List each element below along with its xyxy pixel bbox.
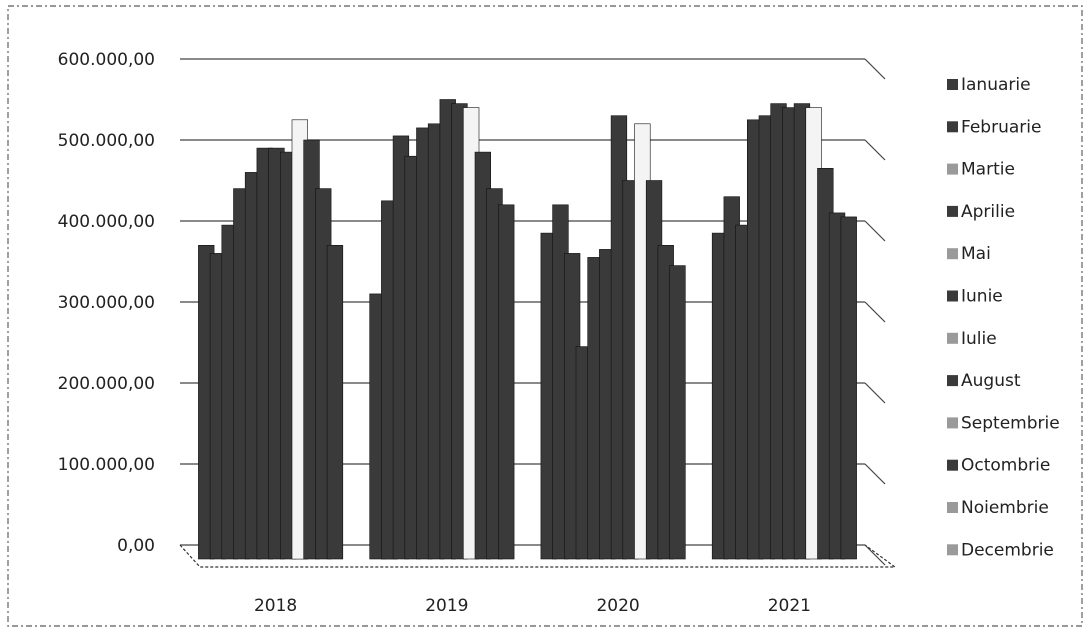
legend-swatch xyxy=(947,248,958,260)
legend-label: Septembrie xyxy=(961,413,1060,433)
chart-frame xyxy=(7,5,1083,627)
legend-swatch xyxy=(947,459,958,471)
bar-series-group: Ianuarie 2018: 370000Februarie 2018: 360… xyxy=(198,99,857,560)
legend-label: August xyxy=(961,371,1021,391)
bar: Decembrie 2021: 405000 xyxy=(840,216,857,560)
y-tick-label: 600.000,00 xyxy=(58,50,155,70)
legend-label: Iunie xyxy=(961,287,1003,307)
y-tick-label: 0,00 xyxy=(117,536,155,556)
legend-swatch xyxy=(947,544,958,556)
legend-label: Februarie xyxy=(961,117,1041,137)
y-tick-label: 400.000,00 xyxy=(58,212,155,232)
gridline-depth xyxy=(864,301,886,323)
y-tick-label: 500.000,00 xyxy=(58,131,155,151)
chart-floor xyxy=(179,544,897,568)
legend-swatch xyxy=(947,332,958,344)
legend-label: Ianuarie xyxy=(961,75,1031,95)
x-tick-label: 2021 xyxy=(768,596,811,616)
gridline-depth xyxy=(864,463,886,485)
legend-swatch xyxy=(947,375,958,387)
x-tick-label: 2018 xyxy=(254,596,297,616)
gridline-depth xyxy=(864,544,886,566)
gridline-depth xyxy=(864,220,886,242)
legend-label: Decembrie xyxy=(961,540,1054,560)
legend-swatch xyxy=(947,290,958,302)
legend-label: Aprilie xyxy=(961,202,1015,222)
legend-swatch xyxy=(947,205,958,217)
legend-swatch xyxy=(947,502,958,513)
y-tick-label: 100.000,00 xyxy=(58,455,155,475)
legend-swatch xyxy=(947,163,958,175)
legend-swatch xyxy=(947,79,958,90)
legend-label: Mai xyxy=(961,244,991,264)
bar: Decembrie 2019: 420000 xyxy=(498,204,515,560)
legend: Ianuarie Februarie Martie Aprilie Mai Iunie Iu… xyxy=(947,75,1060,560)
legend-label: Octombrie xyxy=(961,456,1050,476)
x-tick-label: 2019 xyxy=(425,596,468,616)
y-axis: 0,00 100.000,00 200.000,00 300.000,00 400.00… xyxy=(58,50,155,556)
legend-label: Noiembrie xyxy=(961,498,1049,518)
gridline-depth xyxy=(864,139,886,161)
legend-swatch xyxy=(947,121,958,133)
legend-swatch xyxy=(947,417,958,429)
bar: Decembrie 2020: 345000 xyxy=(669,265,686,560)
y-tick-label: 200.000,00 xyxy=(58,374,155,394)
legend-label: Martie xyxy=(961,160,1015,180)
bar: Decembrie 2018: 370000 xyxy=(326,245,344,560)
x-axis: 2018 2019 2020 2021 xyxy=(254,596,811,616)
x-tick-label: 2020 xyxy=(596,596,639,616)
legend-label: Iulie xyxy=(961,329,997,349)
gridline-depth xyxy=(864,58,886,80)
y-tick-label: 300.000,00 xyxy=(58,293,155,313)
gridline-depth xyxy=(864,382,886,404)
